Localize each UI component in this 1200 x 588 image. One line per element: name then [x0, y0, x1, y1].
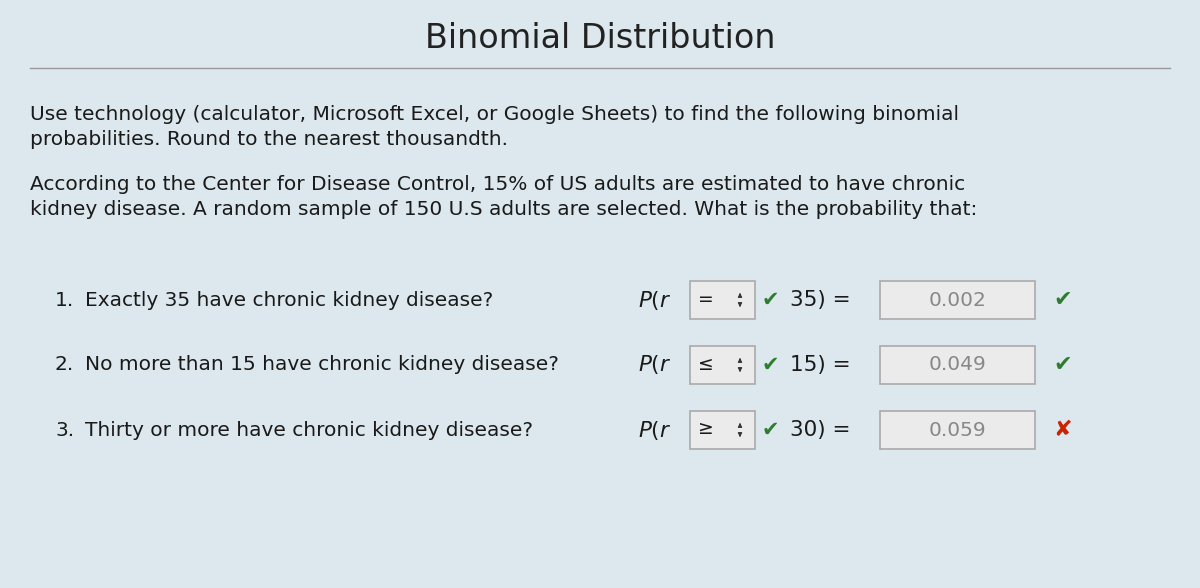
Text: Use technology (calculator, Microsoft Excel, or Google Sheets) to find the follo: Use technology (calculator, Microsoft Ex…: [30, 105, 959, 124]
FancyBboxPatch shape: [880, 281, 1034, 319]
Text: ≤: ≤: [698, 355, 714, 373]
Text: ≥: ≥: [698, 419, 714, 439]
Text: 30) =: 30) =: [790, 420, 851, 440]
Text: 3.: 3.: [55, 420, 74, 439]
Text: 15) =: 15) =: [790, 355, 851, 375]
Text: ✔: ✔: [1054, 290, 1073, 310]
FancyBboxPatch shape: [880, 346, 1034, 384]
Text: ✔: ✔: [1054, 355, 1073, 375]
Text: $\mathit{P}$$\mathit{(r}$: $\mathit{P}$$\mathit{(r}$: [638, 419, 671, 442]
Text: ✔: ✔: [761, 355, 779, 375]
Text: Binomial Distribution: Binomial Distribution: [425, 22, 775, 55]
Text: 0.059: 0.059: [929, 420, 986, 439]
Text: =: =: [698, 289, 714, 309]
FancyBboxPatch shape: [690, 346, 755, 384]
Text: probabilities. Round to the nearest thousandth.: probabilities. Round to the nearest thou…: [30, 130, 508, 149]
Text: kidney disease. A random sample of 150 U.S adults are selected. What is the prob: kidney disease. A random sample of 150 U…: [30, 200, 977, 219]
Text: 2.: 2.: [55, 356, 74, 375]
Text: $\mathit{P}$$\mathit{(r}$: $\mathit{P}$$\mathit{(r}$: [638, 289, 671, 312]
Text: ✔: ✔: [761, 290, 779, 310]
FancyBboxPatch shape: [690, 411, 755, 449]
Text: 1.: 1.: [55, 290, 74, 309]
Text: Exactly 35 have chronic kidney disease?: Exactly 35 have chronic kidney disease?: [85, 290, 493, 309]
Text: $\mathit{P}$$\mathit{(r}$: $\mathit{P}$$\mathit{(r}$: [638, 353, 671, 376]
FancyBboxPatch shape: [690, 281, 755, 319]
Text: ✘: ✘: [1054, 420, 1073, 440]
Text: Thirty or more have chronic kidney disease?: Thirty or more have chronic kidney disea…: [85, 420, 533, 439]
FancyBboxPatch shape: [880, 411, 1034, 449]
Text: No more than 15 have chronic kidney disease?: No more than 15 have chronic kidney dise…: [85, 356, 559, 375]
Text: 35) =: 35) =: [790, 290, 851, 310]
Text: 0.002: 0.002: [929, 290, 986, 309]
Text: According to the Center for Disease Control, 15% of US adults are estimated to h: According to the Center for Disease Cont…: [30, 175, 965, 194]
Text: ✔: ✔: [761, 420, 779, 440]
Text: 0.049: 0.049: [929, 356, 986, 375]
